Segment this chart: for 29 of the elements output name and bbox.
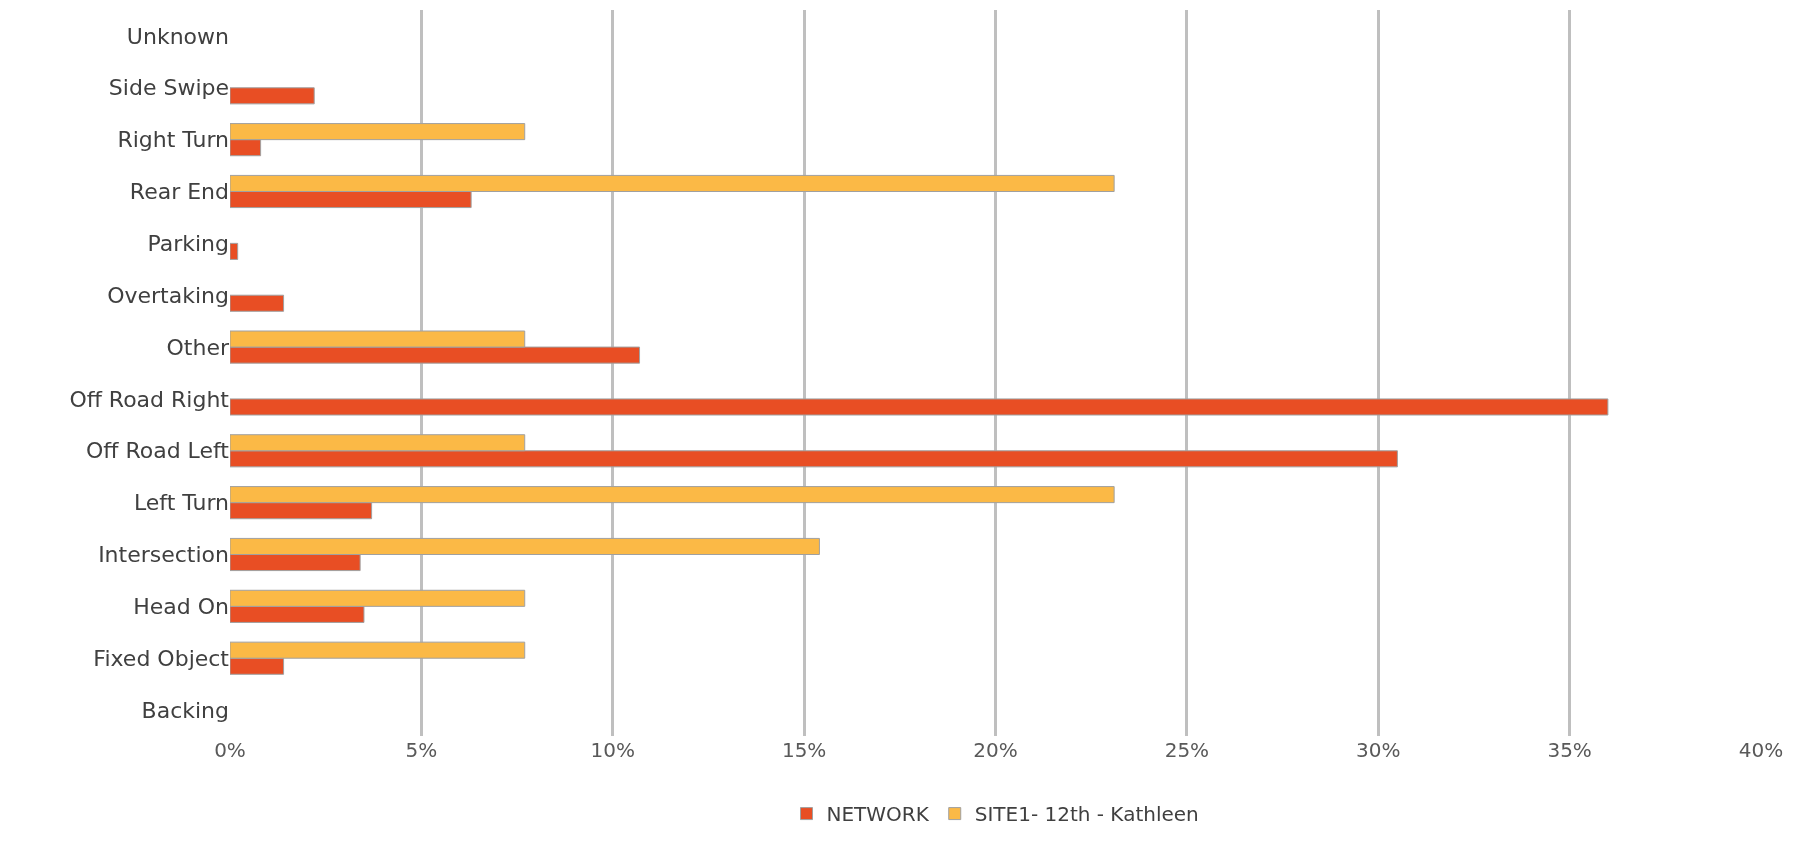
x-tick-label: 30% (1356, 738, 1401, 762)
bar (230, 398, 1609, 416)
x-tick-label: 5% (405, 738, 438, 762)
legend-label: SITE1- 12th - Kathleen (974, 802, 1199, 827)
y-tick-label: Off Road Right (69, 386, 230, 412)
y-tick-label: Overtaking (107, 282, 229, 308)
x-tick-label: 15% (781, 738, 827, 762)
y-tick-label: Off Road Left (85, 438, 230, 464)
x-tick-label: 35% (1547, 738, 1592, 762)
y-tick-label: Right Turn (117, 127, 229, 153)
y-tick-label: Intersection (98, 542, 229, 568)
y-tick-label: Side Swipe (108, 75, 229, 101)
x-tick-label: 0% (214, 738, 246, 762)
x-tick-label: 20% (973, 738, 1018, 762)
legend-label: NETWORK (826, 802, 930, 827)
y-tick-label: Other (166, 334, 230, 360)
y-tick-label: Left Turn (133, 490, 229, 516)
y-tick-label: Backing (141, 697, 229, 723)
bar (230, 242, 239, 260)
y-tick-label: Unknown (126, 23, 229, 49)
bar (230, 294, 285, 312)
y-tick-label: Head On (133, 594, 229, 620)
x-tick-label: 25% (1164, 738, 1210, 762)
y-tick-label: Parking (147, 231, 229, 257)
x-tick-label: 10% (590, 738, 635, 762)
y-tick-label: Rear End (129, 179, 229, 205)
y-tick-label: Fixed Object (93, 645, 230, 671)
x-tick-label: 40% (1738, 738, 1784, 762)
bar (230, 87, 315, 105)
